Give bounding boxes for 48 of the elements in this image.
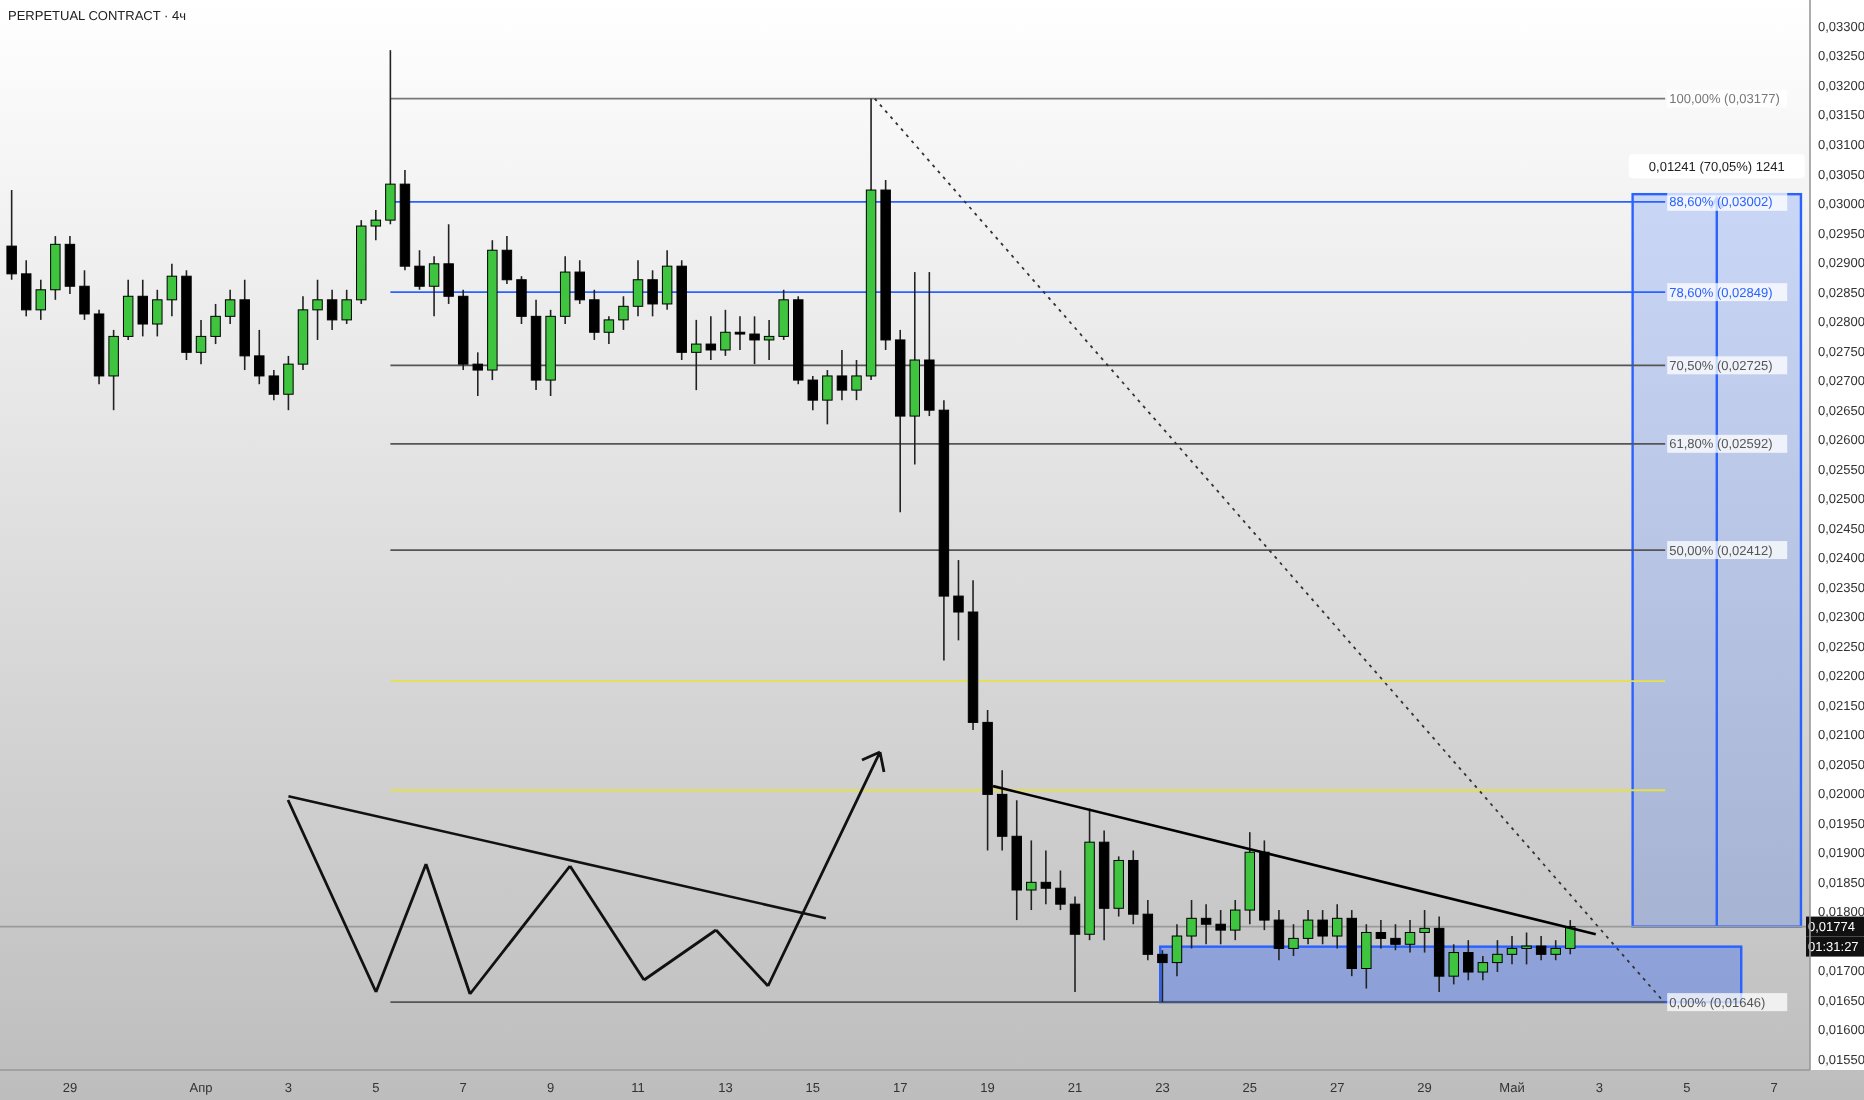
candlestick bbox=[1375, 919, 1387, 950]
candlestick bbox=[516, 275, 527, 325]
candlestick bbox=[618, 295, 629, 331]
candlestick bbox=[1186, 899, 1197, 950]
candlestick bbox=[108, 329, 119, 411]
candlestick bbox=[763, 319, 775, 361]
candlestick bbox=[822, 369, 833, 426]
candlestick bbox=[326, 288, 338, 331]
candlestick bbox=[953, 559, 964, 642]
candlestick bbox=[443, 223, 454, 305]
candlestick bbox=[341, 288, 352, 325]
candlestick bbox=[79, 269, 90, 321]
candlestick bbox=[414, 249, 425, 291]
candlestick bbox=[210, 303, 221, 345]
candlestick bbox=[851, 359, 862, 401]
candlestick bbox=[1273, 909, 1285, 962]
candlestick bbox=[1390, 923, 1401, 951]
candlestick bbox=[647, 269, 658, 318]
candlestick bbox=[501, 235, 513, 285]
candlestick bbox=[64, 235, 76, 295]
candlestick bbox=[1317, 909, 1328, 946]
candlestick bbox=[312, 278, 323, 341]
candlestick bbox=[1404, 919, 1416, 954]
candlestick bbox=[283, 355, 294, 411]
candlestick bbox=[632, 259, 644, 318]
candlestick bbox=[749, 315, 760, 365]
candlestick bbox=[1069, 895, 1081, 993]
candlestick bbox=[1288, 923, 1299, 957]
candlestick bbox=[428, 255, 440, 318]
candlestick bbox=[1419, 909, 1430, 954]
candlestick bbox=[1492, 939, 1503, 973]
candlestick bbox=[1506, 935, 1518, 966]
candlestick bbox=[836, 349, 848, 401]
candlestick bbox=[6, 189, 17, 281]
candlestick bbox=[50, 235, 61, 301]
candlestick bbox=[1521, 931, 1532, 966]
candlestick bbox=[1055, 869, 1066, 911]
candlestick bbox=[778, 288, 789, 341]
candlestick bbox=[1157, 949, 1168, 1003]
candlestick bbox=[1200, 903, 1212, 946]
candlestick bbox=[720, 309, 731, 357]
candlestick bbox=[385, 49, 396, 226]
candlestick bbox=[195, 319, 207, 365]
candlestick bbox=[1361, 923, 1372, 990]
candlestick bbox=[734, 315, 746, 351]
candlestick bbox=[1215, 909, 1226, 946]
candlestick bbox=[1302, 909, 1314, 946]
candlestick bbox=[1171, 923, 1183, 977]
